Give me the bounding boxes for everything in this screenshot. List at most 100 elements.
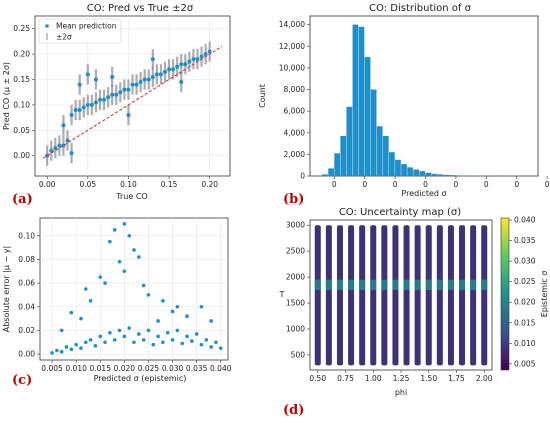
panel-d-ylabel: T: [279, 290, 285, 299]
heatmap-column: [348, 225, 355, 366]
colorbar-tick-label: 0.005: [514, 359, 536, 368]
heatmap-column: [325, 225, 332, 366]
panel-c-plot-area: [39, 217, 229, 361]
panel-d-xtick-label: 1.50: [420, 374, 437, 383]
histogram-bar: [389, 152, 395, 176]
heatmap-hot-segment: [425, 279, 432, 291]
heatmap-hot-segment: [481, 279, 488, 291]
data-point: [199, 54, 204, 59]
panel-d-xlabel: phi: [395, 388, 407, 397]
data-point: [73, 107, 78, 112]
panel-a-xtick-label: 0.15: [161, 180, 178, 189]
panel-c-xtick-label: 0.005: [41, 364, 63, 373]
histogram-bar: [346, 106, 353, 176]
data-point: [191, 57, 196, 62]
panel-b-ytick-label: 6,000: [284, 107, 306, 116]
data-point: [108, 239, 112, 244]
colorbar-tick-label: 0.035: [514, 236, 536, 245]
panel-b-xtick-label: 0: [362, 180, 367, 189]
panel-d-xtick-label: 0.50: [309, 374, 326, 383]
heatmap-hot-segment: [325, 279, 332, 291]
panel-b-ytick-label: 4,000: [284, 128, 306, 137]
panel-c-xtick-label: 0.015: [90, 364, 112, 373]
data-point: [98, 275, 103, 279]
data-point: [161, 299, 165, 303]
panel-c-xtick-label: 0.035: [186, 364, 208, 373]
panel-b-xtick-label: 0: [454, 180, 459, 189]
data-point: [195, 57, 200, 62]
histogram-bar: [443, 174, 450, 176]
data-point: [132, 248, 136, 252]
panel-a-ytick-label: 0.05: [13, 126, 30, 135]
heatmap-hot-segment: [348, 279, 355, 291]
data-point: [170, 338, 175, 342]
panel-c-ytick-label: 0.02: [18, 326, 35, 335]
data-point: [165, 330, 170, 335]
panel-a-label: (a): [12, 192, 33, 207]
heatmap-column: [436, 225, 443, 366]
data-point: [158, 72, 163, 77]
histogram-bar: [352, 24, 359, 176]
panel-c-xlabel: Predicted σ (epistemic): [94, 374, 187, 383]
data-point: [88, 299, 93, 303]
data-point: [142, 77, 147, 82]
heatmap-column: [370, 225, 377, 366]
data-point: [88, 338, 93, 342]
heatmap-hot-segment: [381, 279, 388, 291]
data-point: [167, 67, 172, 72]
panel-d-colorbar-label: Epistemic σ: [540, 271, 549, 318]
panel-b-ylabel: Count: [258, 84, 267, 108]
data-point: [93, 77, 98, 82]
panel-c-ytick-label: 0.04: [18, 302, 35, 311]
panel-a-ytick-label: 0.10: [13, 100, 30, 109]
data-point: [146, 293, 151, 297]
panel-c-x-ticks: 0.005 0.010 0.015 0.020 0.025 0.030 0.035 0.040: [41, 360, 232, 373]
panel-a-legend-box: [38, 18, 122, 44]
panel-c-xtick-label: 0.020: [114, 364, 136, 373]
panel-a-x-ticks: 0.00 0.05 0.10 0.15 0.20: [39, 176, 218, 189]
heatmap-column: [481, 225, 488, 366]
panel-d-xtick-label: 2.00: [476, 374, 493, 383]
data-point: [117, 259, 122, 264]
heatmap-column: [392, 225, 399, 366]
heatmap-hot-segment: [403, 279, 410, 291]
data-point: [122, 334, 127, 339]
panel-c-ytick-label: 0.06: [18, 279, 35, 288]
histogram-bar: [376, 126, 383, 176]
data-point: [183, 62, 188, 67]
data-point: [137, 255, 141, 259]
panel-b-ytick-label: 2,000: [284, 150, 306, 159]
data-point: [190, 339, 194, 343]
data-point: [127, 233, 131, 238]
data-point: [214, 340, 218, 345]
heatmap-column: [403, 225, 410, 366]
heatmap-hot-segment: [414, 279, 421, 291]
panel-d-xtick-label: 1.75: [448, 374, 465, 383]
heatmap-column: [459, 225, 466, 366]
panel-c: 0.005 0.010 0.015 0.020 0.025 0.030 0.035 0.040…: [2, 217, 232, 388]
data-point: [85, 72, 90, 77]
panel-d-ytick-label: 2500: [286, 247, 305, 256]
panel-a-diagonal-line: [42, 46, 223, 159]
panel-d-y-ticks: 500 1000 1500 2000 2500 3000: [286, 221, 310, 359]
panel-b-ytick-label: 0: [300, 172, 305, 181]
panel-b-label: (b): [283, 192, 304, 207]
data-point: [151, 342, 156, 347]
panel-b-ytick-label: 10,000: [279, 63, 305, 72]
data-point: [49, 148, 54, 153]
panel-a-xtick-label: 0.05: [79, 180, 96, 189]
panel-a-ylabel: Pred CO (μ ± 2σ): [2, 62, 11, 130]
histogram-bar: [370, 89, 377, 176]
data-point: [134, 82, 139, 87]
data-point: [156, 319, 160, 323]
data-point: [209, 345, 213, 349]
data-point: [108, 330, 112, 335]
data-point: [83, 287, 88, 291]
histogram-bar: [437, 174, 444, 176]
data-point: [203, 52, 208, 57]
panel-b-title: CO: Distribution of σ: [369, 3, 472, 14]
data-point: [171, 67, 176, 72]
data-point: [103, 281, 107, 285]
panel-d-xtick-label: 1.00: [365, 374, 382, 383]
panel-c-xtick-label: 0.025: [138, 364, 160, 373]
